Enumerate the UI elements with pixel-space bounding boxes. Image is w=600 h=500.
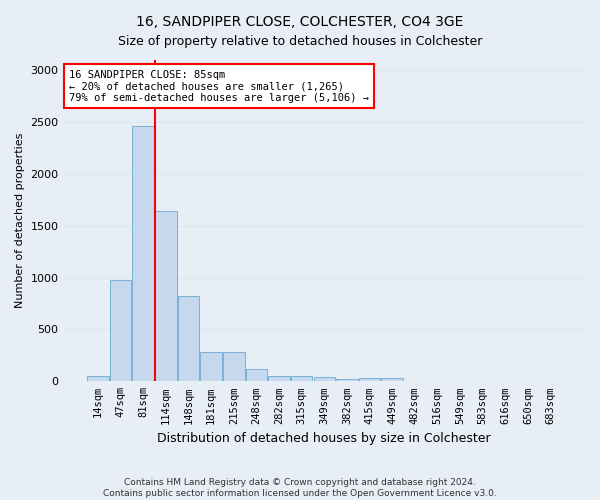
- X-axis label: Distribution of detached houses by size in Colchester: Distribution of detached houses by size …: [157, 432, 491, 445]
- Bar: [314, 377, 335, 382]
- Bar: [87, 376, 109, 382]
- Text: Size of property relative to detached houses in Colchester: Size of property relative to detached ho…: [118, 35, 482, 48]
- Bar: [268, 376, 290, 382]
- Bar: [359, 378, 380, 382]
- Bar: [223, 352, 245, 382]
- Bar: [291, 376, 313, 382]
- Text: 16 SANDPIPER CLOSE: 85sqm
← 20% of detached houses are smaller (1,265)
79% of se: 16 SANDPIPER CLOSE: 85sqm ← 20% of detac…: [69, 70, 369, 103]
- Bar: [110, 280, 131, 382]
- Bar: [382, 378, 403, 382]
- Bar: [155, 212, 176, 382]
- Bar: [133, 126, 154, 382]
- Bar: [200, 352, 222, 382]
- Text: Contains HM Land Registry data © Crown copyright and database right 2024.
Contai: Contains HM Land Registry data © Crown c…: [103, 478, 497, 498]
- Text: 16, SANDPIPER CLOSE, COLCHESTER, CO4 3GE: 16, SANDPIPER CLOSE, COLCHESTER, CO4 3GE: [136, 15, 464, 29]
- Bar: [336, 378, 358, 382]
- Y-axis label: Number of detached properties: Number of detached properties: [15, 133, 25, 308]
- Bar: [178, 296, 199, 382]
- Bar: [245, 369, 267, 382]
